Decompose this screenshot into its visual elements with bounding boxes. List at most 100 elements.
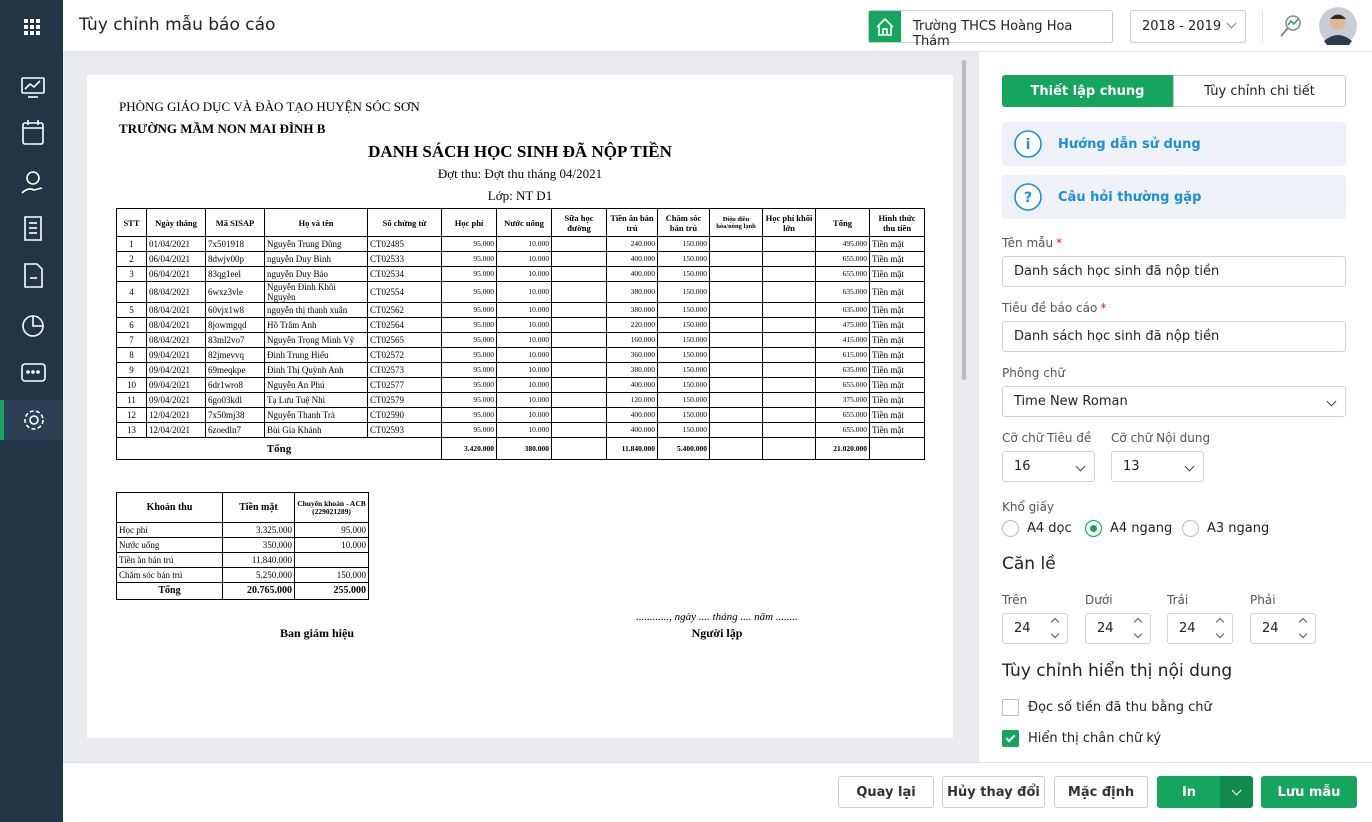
table-cell: 400.000 (606, 407, 658, 423)
table-cell: Tiền mặt (869, 347, 925, 363)
summary-cell: Chăm sóc bán trú (116, 567, 223, 583)
help-guide[interactable]: i Hướng dẫn sử dụng (1002, 122, 1346, 166)
table-cell: Nguyễn Thanh Trà (264, 407, 368, 423)
radio-option[interactable]: A4 dọc (1002, 520, 1072, 537)
table-cell: 10.000 (496, 302, 552, 318)
user-avatar[interactable] (1319, 7, 1357, 45)
table-row: 4 08/04/2021 6wxz3vle Nguyễn Đình Khôi Nguy… (116, 281, 925, 303)
spin-up[interactable] (1298, 617, 1308, 627)
report-title-input[interactable]: Danh sách học sinh đã nộp tiền (1002, 321, 1346, 352)
table-cell (762, 332, 816, 348)
table-cell: Nguyễn Đình Khôi Nguyên (264, 281, 368, 303)
table-cell: 6 (116, 317, 147, 333)
margin-input[interactable]: 24 (1085, 613, 1151, 644)
margin-input[interactable]: 24 (1167, 613, 1233, 644)
radio[interactable] (1182, 520, 1199, 537)
column-header: Học phí khối lớn (762, 208, 816, 237)
table-cell (709, 407, 763, 423)
spin-up[interactable] (1050, 617, 1060, 627)
table-cell: 12/04/2021 (146, 422, 206, 438)
summary-cell: Nước uống (116, 537, 223, 553)
table-cell: 2 (116, 251, 147, 267)
checkbox[interactable] (1002, 730, 1019, 747)
school-selector[interactable]: Trường THCS Hoàng Hoa Thám (868, 10, 1113, 49)
nav-dashboard[interactable] (21, 77, 45, 98)
spin-down[interactable] (1215, 629, 1225, 639)
help-guide-link[interactable]: Hướng dẫn sử dụng (1058, 137, 1201, 152)
radio[interactable] (1085, 520, 1102, 537)
nav-invoice[interactable] (24, 263, 43, 288)
margin-input[interactable]: 24 (1002, 613, 1068, 644)
table-row: 6 08/04/2021 8jowmgqd Hồ Trâm Anh CT02564 95.… (116, 317, 925, 333)
spinner[interactable] (1133, 617, 1143, 639)
app-grid-icon[interactable] (24, 19, 40, 35)
nav-fees[interactable] (22, 120, 44, 145)
summary-total-cell: 20.765.000 (222, 582, 295, 600)
table-cell: 400.000 (606, 422, 658, 438)
table-cell: Tiền mặt (869, 362, 925, 378)
title-size-select[interactable]: 16 (1002, 451, 1095, 482)
table-cell: CT02565 (367, 332, 442, 348)
table-cell (551, 302, 607, 318)
spin-down[interactable] (1133, 629, 1143, 639)
help-faq[interactable]: ? Câu hỏi thường gặp (1002, 175, 1346, 219)
summary-row: Tiền ăn bán trú 11.840.000 (116, 552, 369, 568)
discard-button[interactable]: Hủy thay đổi (942, 776, 1045, 808)
table-cell: 120.000 (606, 392, 658, 408)
field-label: Tiêu đề báo cáo * (1002, 301, 1106, 315)
spin-up[interactable] (1133, 617, 1143, 627)
table-cell: Bùi Gia Khánh (264, 422, 368, 438)
year-selector[interactable]: 2018 - 2019 (1130, 10, 1246, 43)
spin-up[interactable] (1215, 617, 1225, 627)
help-faq-link[interactable]: Câu hỏi thường gặp (1058, 190, 1202, 205)
nav-payment[interactable] (21, 171, 43, 194)
tab-detail[interactable]: Tùy chỉnh chi tiết (1173, 75, 1346, 107)
checkbox-option[interactable]: Đọc số tiền đã thu bằng chữ (1002, 699, 1212, 716)
sidebar (0, 0, 63, 822)
back-button[interactable]: Quay lại (838, 776, 934, 808)
table-cell: 6dr1wro8 (205, 377, 265, 393)
table-cell: Tiền mặt (869, 392, 925, 408)
column-header: Học phí (441, 208, 497, 237)
spin-down[interactable] (1298, 629, 1308, 639)
spinner[interactable] (1050, 617, 1060, 639)
scrollbar[interactable] (962, 60, 966, 380)
spinner[interactable] (1298, 617, 1308, 639)
tab-general[interactable]: Thiết lập chung (1002, 75, 1173, 107)
table-cell: 635.000 (815, 281, 870, 303)
field-label: Cỡ chữ Nội dung (1111, 431, 1211, 445)
radio-option[interactable]: A3 ngang (1182, 520, 1269, 537)
save-button[interactable]: Lưu mẫu (1261, 776, 1357, 808)
margin-input[interactable]: 24 (1250, 613, 1316, 644)
print-button[interactable]: In (1157, 776, 1221, 808)
nav-messages[interactable] (21, 363, 46, 382)
table-cell (709, 281, 763, 303)
table-cell: 09/04/2021 (146, 362, 206, 378)
radio[interactable] (1002, 520, 1019, 537)
nav-settings[interactable] (24, 410, 44, 430)
spinner[interactable] (1215, 617, 1225, 639)
table-cell: 160.000 (606, 332, 658, 348)
nav-receipts[interactable] (24, 216, 42, 241)
table-cell: 95.000 (441, 392, 497, 408)
radio-option[interactable]: A4 ngang (1085, 520, 1172, 537)
radio-label: A4 ngang (1110, 521, 1173, 536)
analytics-icon[interactable] (1277, 12, 1305, 40)
default-button[interactable]: Mặc định (1054, 776, 1148, 808)
spin-down[interactable] (1050, 629, 1060, 639)
content-size-select[interactable]: 13 (1111, 451, 1204, 482)
print-menu-button[interactable] (1220, 776, 1253, 808)
total-cell: 380.000 (496, 437, 552, 460)
font-select[interactable]: Time New Roman (1002, 386, 1346, 417)
table-cell: CT02577 (367, 377, 442, 393)
sidebar-icons (0, 19, 63, 440)
table-cell: 10.000 (496, 251, 552, 267)
table-cell: 6wxz3vle (205, 281, 265, 303)
table-cell: 06/04/2021 (146, 266, 206, 282)
template-name-input[interactable]: Danh sách học sinh đã nộp tiền (1002, 256, 1346, 287)
checkbox-option[interactable]: Hiển thị chân chữ ký (1002, 730, 1161, 747)
table-cell: 08/04/2021 (146, 302, 206, 318)
checkbox[interactable] (1002, 699, 1019, 716)
field-label: Phông chữ (1002, 366, 1066, 380)
nav-reports[interactable] (22, 315, 44, 337)
